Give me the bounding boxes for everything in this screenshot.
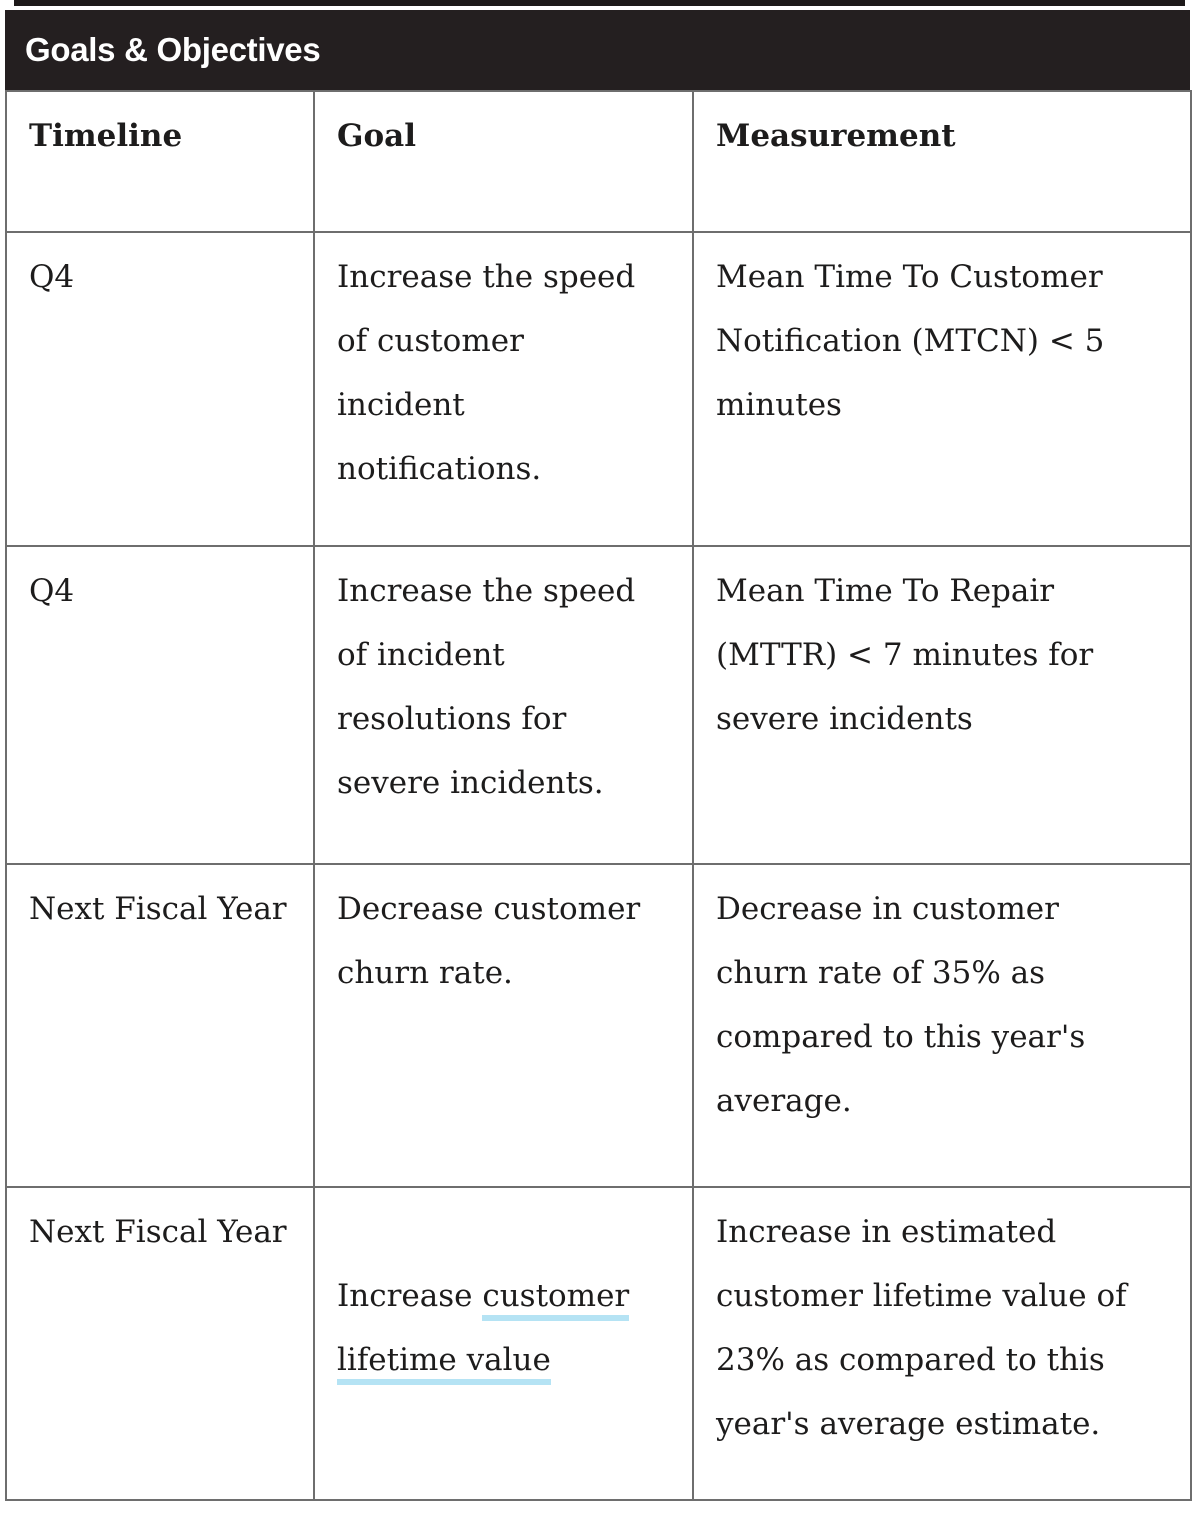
cell-goal: Decrease customer churn rate. [313,863,694,1188]
cell-goal: Increase customer lifetime value [313,1186,694,1501]
cell-timeline: Next Fiscal Year [5,863,315,1188]
customer-lifetime-value-link[interactable]: customer lifetime value [337,1278,630,1385]
cell-measurement: Decrease in customer churn rate of 35% a… [692,863,1192,1188]
section-header-band: Goals & Objectives [5,10,1190,90]
cell-timeline: Next Fiscal Year [5,1186,315,1501]
table-header-row: Timeline Goal Measurement [5,90,1192,233]
cell-measurement: Increase in estimated customer lifetime … [692,1186,1192,1501]
cell-timeline: Q4 [5,231,315,547]
cell-timeline: Q4 [5,545,315,865]
cell-measurement: Mean Time To Customer Notification (MTCN… [692,231,1192,547]
cell-measurement: Mean Time To Repair (MTTR) < 7 minutes f… [692,545,1192,865]
col-header-measurement: Measurement [692,90,1192,233]
table-row: Next Fiscal Year Decrease customer churn… [5,863,1192,1188]
table-row: Q4 Increase the speed of incident resolu… [5,545,1192,865]
cell-goal: Increase the speed of incident resolutio… [313,545,694,865]
table-row: Next Fiscal Year Increase customer lifet… [5,1186,1192,1501]
table-row: Q4 Increase the speed of customer incide… [5,231,1192,547]
goal-text-prefix: Increase [337,1278,483,1314]
col-header-goal: Goal [313,90,694,233]
section-title: Goals & Objectives [25,31,321,68]
cell-goal: Increase the speed of customer incident … [313,231,694,547]
col-header-timeline: Timeline [5,90,315,233]
cropped-element-above [14,0,1185,6]
goals-objectives-table: Timeline Goal Measurement Q4 Increase th… [5,90,1192,1501]
